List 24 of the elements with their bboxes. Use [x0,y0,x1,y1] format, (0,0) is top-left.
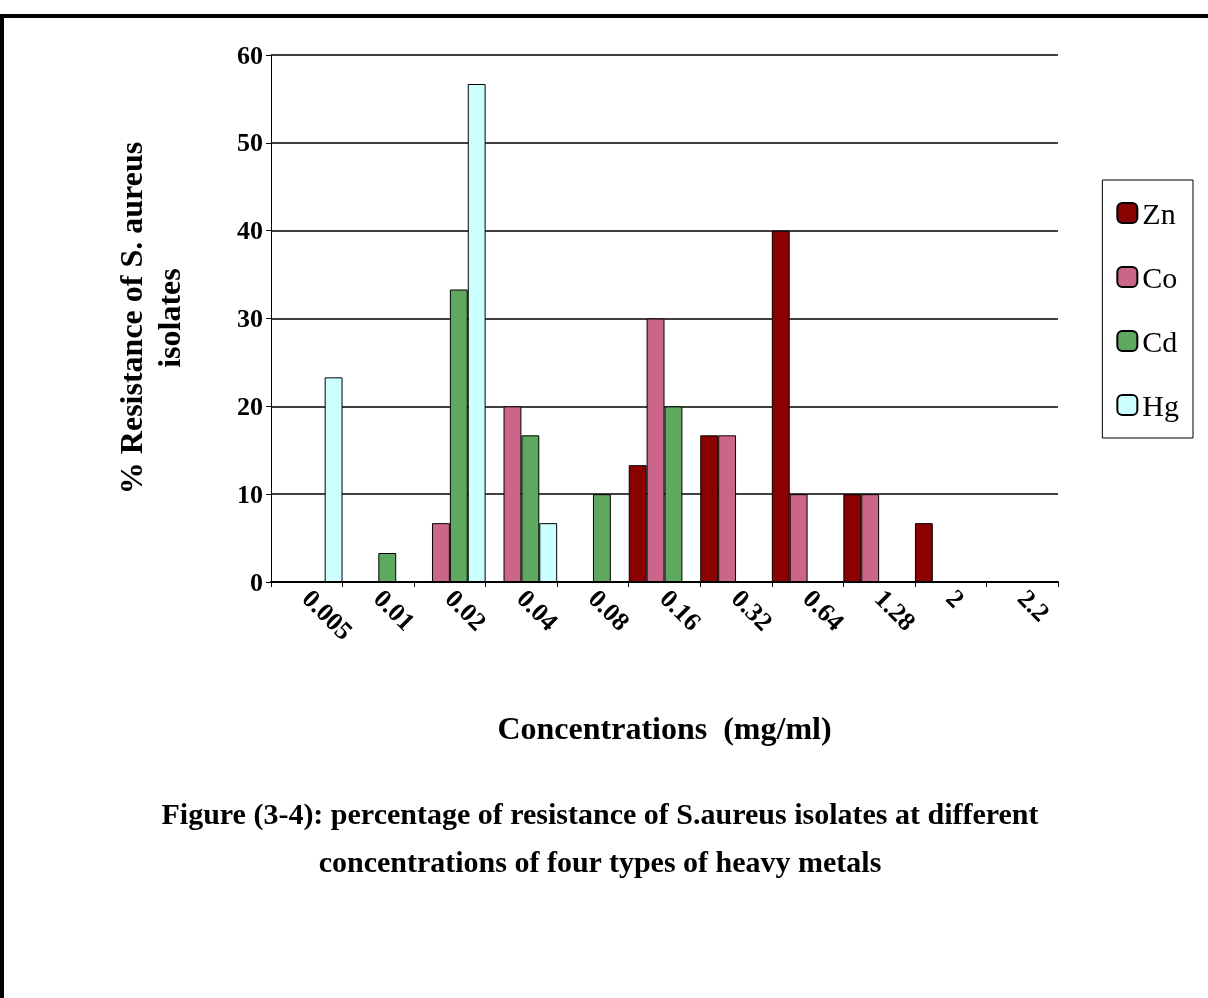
legend-label: Zn [1142,196,1176,230]
x-axis-title: Concentrations (mg/ml) [497,710,832,746]
y-tick-label: 20 [237,391,263,421]
x-tick-label: 0.16 [654,583,707,637]
y-tick-label: 40 [237,216,263,246]
y-tick-label: 0 [250,567,263,597]
x-tick-label: 2.2 [1011,583,1056,628]
x-tick-label: 0.01 [368,583,421,637]
legend-label: Hg [1142,388,1180,422]
y-tick-label: 10 [237,479,263,509]
x-tick-label: 0.04 [511,583,564,637]
legend-label: Co [1142,260,1178,294]
legend-label: Cd [1142,324,1178,358]
x-tick-label: 2 [940,583,971,614]
x-tick-label: 0.64 [797,583,851,637]
y-tick-label: 60 [237,40,263,70]
x-tick-label: 1.28 [868,583,922,637]
x-tick-label: 0.02 [439,583,493,637]
text: Figure (3-4): percentage of resistance of S.aureus isolates at different concentrations of four types of heavy metals [160,796,1040,880]
x-tick-label: 0.08 [582,583,636,637]
y-tick-label: 50 [237,128,263,158]
x-tick-label: 0.32 [725,583,779,637]
y-axis-title: % Resistance of S. aureus isolates [112,140,188,497]
y-tick-label: 30 [237,304,263,333]
